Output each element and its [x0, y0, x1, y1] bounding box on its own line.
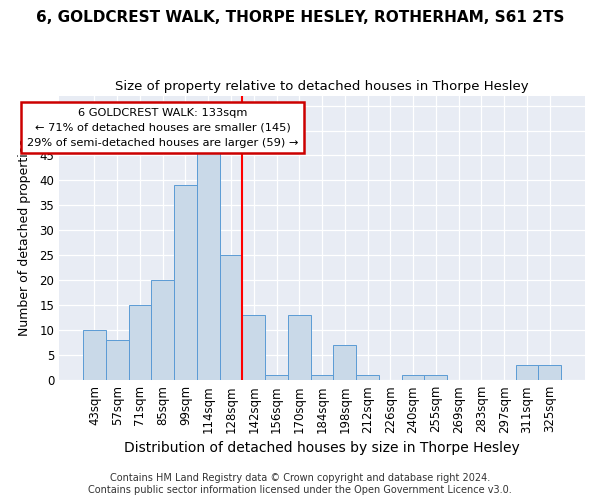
Text: Contains HM Land Registry data © Crown copyright and database right 2024.
Contai: Contains HM Land Registry data © Crown c… — [88, 474, 512, 495]
Bar — [402, 375, 424, 380]
Bar — [334, 345, 356, 380]
Bar — [197, 150, 220, 380]
Bar — [515, 365, 538, 380]
Bar — [311, 375, 334, 380]
X-axis label: Distribution of detached houses by size in Thorpe Hesley: Distribution of detached houses by size … — [124, 441, 520, 455]
Bar — [128, 306, 151, 380]
Bar — [356, 375, 379, 380]
Bar — [220, 256, 242, 380]
Y-axis label: Number of detached properties: Number of detached properties — [18, 140, 31, 336]
Bar — [106, 340, 128, 380]
Bar — [265, 375, 288, 380]
Bar — [83, 330, 106, 380]
Bar — [151, 280, 174, 380]
Bar — [538, 365, 561, 380]
Text: 6 GOLDCREST WALK: 133sqm
← 71% of detached houses are smaller (145)
29% of semi-: 6 GOLDCREST WALK: 133sqm ← 71% of detach… — [27, 108, 298, 148]
Bar — [174, 186, 197, 380]
Text: 6, GOLDCREST WALK, THORPE HESLEY, ROTHERHAM, S61 2TS: 6, GOLDCREST WALK, THORPE HESLEY, ROTHER… — [36, 10, 564, 25]
Title: Size of property relative to detached houses in Thorpe Hesley: Size of property relative to detached ho… — [115, 80, 529, 93]
Bar — [242, 316, 265, 380]
Bar — [424, 375, 447, 380]
Bar — [288, 316, 311, 380]
